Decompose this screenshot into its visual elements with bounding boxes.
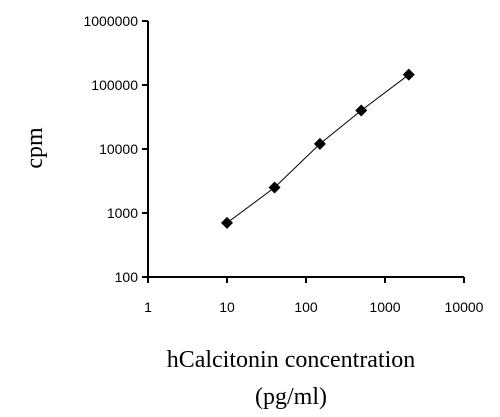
y-axis-title: cpm	[22, 127, 48, 169]
x-tick-label: 1	[144, 299, 152, 315]
data-point-marker	[402, 68, 415, 81]
series-line	[226, 74, 410, 224]
y-tick-label: 1000	[107, 205, 138, 221]
x-tick-label: 10000	[445, 299, 484, 315]
x-tick-label: 100	[294, 299, 318, 315]
x-tick-label: 1000	[369, 299, 400, 315]
x-axis-title-line2: (pg/ml)	[255, 384, 327, 410]
x-tick-label: 10	[219, 299, 235, 315]
data-point-marker	[221, 216, 233, 229]
plot-area: 100 1000 10000 100000 1000000 1 10 100 1000 10000	[83, 13, 483, 315]
data-point-marker	[268, 181, 281, 194]
y-tick-label: 10000	[99, 141, 138, 157]
y-tick-label: 1000000	[83, 13, 138, 29]
y-tick-label: 100	[115, 269, 139, 285]
x-axis-title-line1: hCalcitonin concentration	[167, 347, 416, 373]
data-point-marker	[313, 137, 326, 150]
data-point-marker	[355, 104, 368, 117]
y-tick-label: 100000	[91, 77, 138, 93]
